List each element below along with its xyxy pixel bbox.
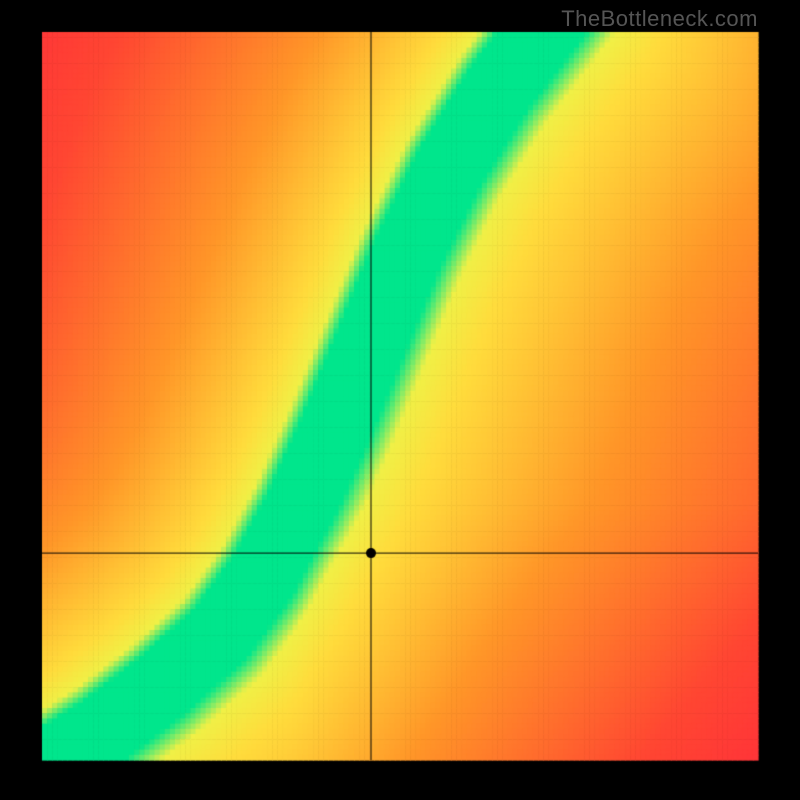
- bottleneck-heatmap: [0, 0, 800, 800]
- chart-frame: TheBottleneck.com: [0, 0, 800, 800]
- watermark-text: TheBottleneck.com: [561, 6, 758, 32]
